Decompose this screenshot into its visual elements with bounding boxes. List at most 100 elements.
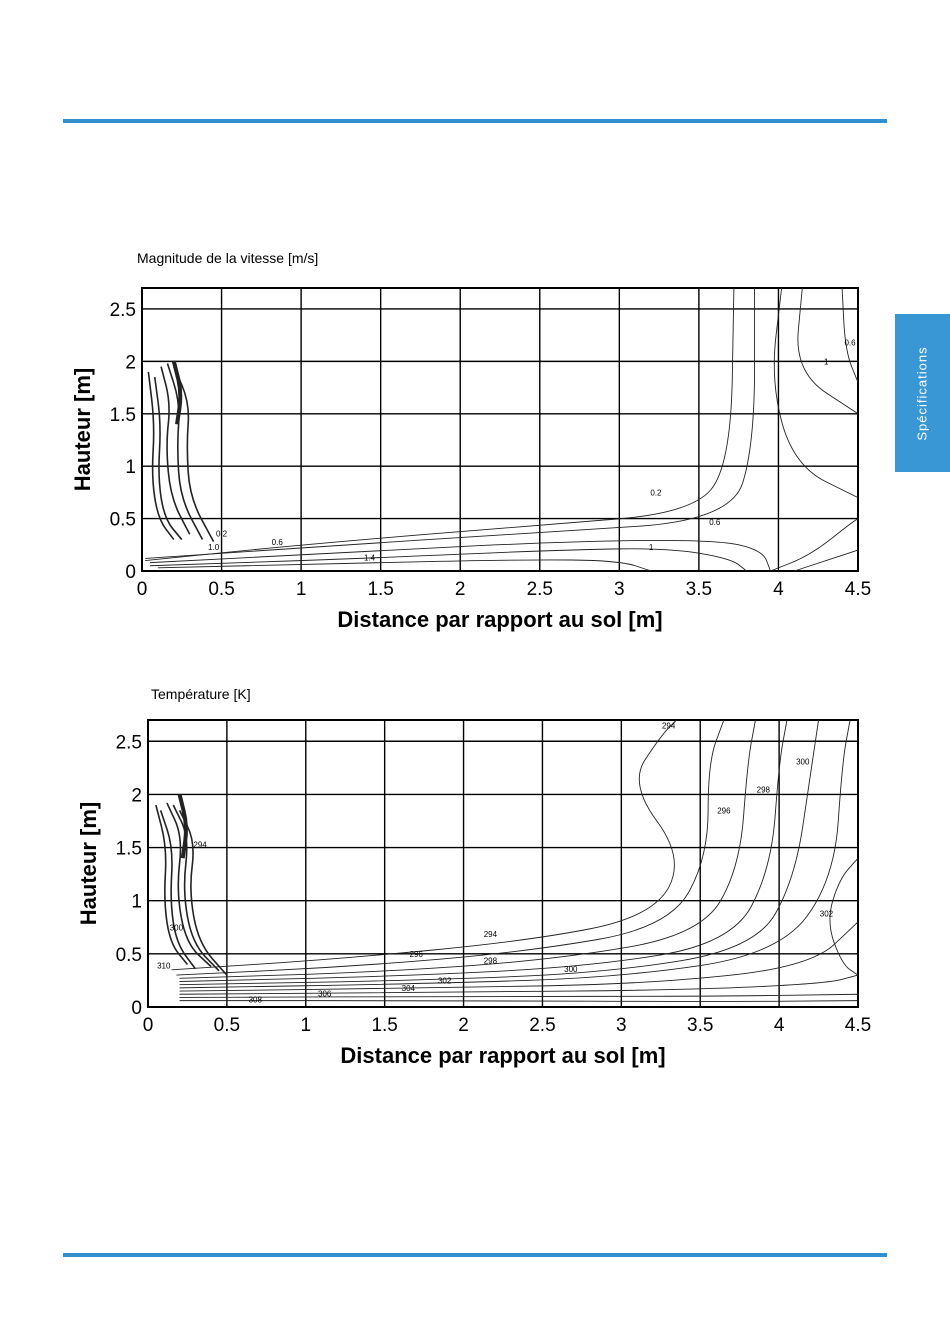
temperature-contour-line	[179, 719, 820, 986]
temperature-contour-line	[829, 857, 859, 976]
temperature-xtick-label: 3	[616, 1015, 627, 1036]
temperature-contour-label: 300	[170, 923, 184, 932]
temperature-contour-line	[179, 719, 851, 989]
temperature-xtick-label: 1	[300, 1015, 311, 1036]
temperature-contour-line	[179, 974, 859, 995]
temperature-xaxis-label: Distance par rapport au sol [m]	[340, 1043, 665, 1068]
velocity-xtick-label: 0	[137, 579, 148, 600]
velocity-xtick-label: 2.5	[527, 579, 553, 600]
temperature-xtick-label: 4.5	[845, 1015, 871, 1036]
temperature-ytick-label: 2	[131, 785, 142, 806]
velocity-jet-contour-line	[166, 363, 204, 540]
velocity-ytick-label: 0.5	[110, 510, 136, 531]
temperature-contour-line	[179, 1000, 859, 1002]
temperature-ytick-label: 0	[131, 998, 142, 1019]
velocity-xtick-label: 3.5	[686, 579, 712, 600]
velocity-jet-contour-line	[153, 376, 183, 541]
temperature-contour-label: 294	[484, 930, 498, 939]
velocity-contour-label: 0.6	[709, 518, 721, 527]
temperature-contour-group	[155, 719, 859, 1002]
temperature-jet-core	[177, 793, 188, 859]
velocity-contour-line	[149, 548, 747, 572]
velocity-xaxis-label: Distance par rapport au sol [m]	[337, 607, 662, 632]
temperature-contour-line	[179, 719, 756, 979]
temperature-xtick-label: 1.5	[371, 1015, 397, 1036]
temperature-title: Température [K]	[151, 686, 251, 702]
velocity-title: Magnitude de la vitesse [m/s]	[137, 250, 318, 266]
velocity-contour-label: 1	[649, 543, 654, 552]
temperature-ytick-label: 2.5	[116, 732, 142, 753]
temperature-xtick-label: 4	[774, 1015, 785, 1036]
velocity-contour-label: 0.2	[216, 529, 228, 538]
temperature-jet-contour-line	[166, 802, 212, 968]
velocity-jet-contour-line	[160, 366, 191, 535]
temperature-jet-contour-line	[172, 804, 220, 972]
velocity-chart-svg: Magnitude de la vitesse [m/s] 0.2 0.6 1 0.2 0…	[70, 250, 871, 632]
velocity-xtick-label: 4.5	[845, 579, 871, 600]
temperature-chart-svg: Température [K]2942962983003023043063082…	[76, 686, 871, 1068]
velocity-jet-contour-line	[147, 371, 175, 541]
velocity-contour-line	[797, 287, 859, 415]
velocity-contour-line	[157, 559, 652, 572]
velocity-ytick-label: 0	[125, 562, 136, 583]
temperature-contour-label: 294	[662, 722, 676, 731]
velocity-contour-line	[773, 287, 859, 499]
velocity-ytick-label: 2.5	[110, 300, 136, 321]
velocity-xtick-label: 1.5	[367, 579, 393, 600]
temperature-contour-line	[179, 993, 859, 998]
bottom-rule	[63, 1253, 887, 1257]
velocity-chart: Magnitude de la vitesse [m/s] 0.2 0.6 1 0.2 0…	[60, 240, 890, 640]
velocity-xtick-label: 4	[773, 579, 784, 600]
velocity-contour-label: 0.2	[650, 489, 662, 498]
temperature-contour-label: 306	[318, 989, 332, 998]
temperature-xtick-label: 2	[458, 1015, 469, 1036]
side-tab-specifications[interactable]: Spécifications	[895, 314, 950, 472]
temperature-contour-line	[176, 719, 725, 976]
temperature-contour-label: 296	[410, 950, 424, 959]
velocity-contour-line	[149, 539, 771, 572]
velocity-contour-label: 1	[824, 358, 829, 367]
temperature-contour-label: 296	[717, 807, 731, 816]
temperature-contour-label: 302	[438, 977, 452, 986]
velocity-xtick-label: 2	[455, 579, 466, 600]
temperature-contour-label: 304	[402, 984, 416, 993]
temperature-jet-contour-line	[155, 804, 189, 965]
temperature-ytick-label: 1.5	[116, 839, 142, 860]
temperature-contour-label: 298	[757, 785, 771, 794]
temperature-chart: Température [K] 294 296 298 300 302 304 306 308 2…	[60, 676, 890, 1076]
temperature-contour-label: 300	[796, 758, 810, 767]
temperature-xtick-label: 0	[143, 1015, 154, 1036]
velocity-yaxis-label: Hauteur [m]	[70, 368, 95, 491]
velocity-xtick-label: 3	[614, 579, 625, 600]
velocity-contour-label: 1.4	[364, 554, 376, 563]
temperature-plot-frame	[147, 719, 859, 1008]
side-tab-label: Spécifications	[915, 345, 930, 441]
temperature-xtick-label: 0.5	[214, 1015, 240, 1036]
velocity-xtick-label: 0.5	[208, 579, 234, 600]
temperature-contour-label: 294	[193, 841, 207, 850]
temperature-yaxis-label: Hauteur [m]	[76, 802, 101, 925]
velocity-ytick-label: 2	[125, 352, 136, 373]
temperature-contour-label: 310	[157, 962, 171, 971]
velocity-contour-label: 0.6	[272, 538, 284, 547]
velocity-ytick-label: 1	[125, 457, 136, 478]
velocity-xtick-label: 1	[296, 579, 307, 600]
velocity-jet-core	[171, 360, 183, 425]
temperature-contour-label: 300	[564, 965, 578, 974]
temperature-xtick-label: 3.5	[687, 1015, 713, 1036]
temperature-xtick-label: 2.5	[529, 1015, 555, 1036]
velocity-contour-label: 0.6	[844, 339, 856, 348]
temperature-ytick-label: 1	[131, 892, 142, 913]
velocity-contour-label: 1.0	[208, 543, 220, 552]
temperature-jet-contour-line	[159, 810, 196, 970]
temperature-contour-label: 298	[484, 956, 498, 965]
velocity-ytick-label: 1.5	[110, 405, 136, 426]
velocity-contour-group	[145, 287, 859, 572]
velocity-contour-line	[145, 287, 735, 561]
top-rule	[63, 119, 887, 123]
temperature-contour-line	[171, 719, 677, 971]
velocity-contour-line	[841, 287, 859, 383]
temperature-ytick-label: 0.5	[116, 945, 142, 966]
velocity-contour-line	[770, 518, 859, 572]
velocity-contour-line	[794, 549, 859, 572]
